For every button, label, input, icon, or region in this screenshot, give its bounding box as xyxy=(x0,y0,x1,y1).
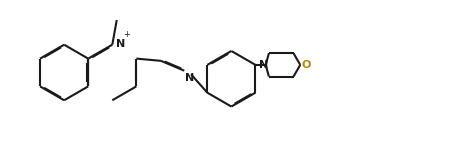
Text: N: N xyxy=(185,73,194,83)
Text: N: N xyxy=(259,60,268,70)
Text: N: N xyxy=(116,39,125,49)
Text: +: + xyxy=(124,30,130,39)
Text: O: O xyxy=(302,60,311,70)
